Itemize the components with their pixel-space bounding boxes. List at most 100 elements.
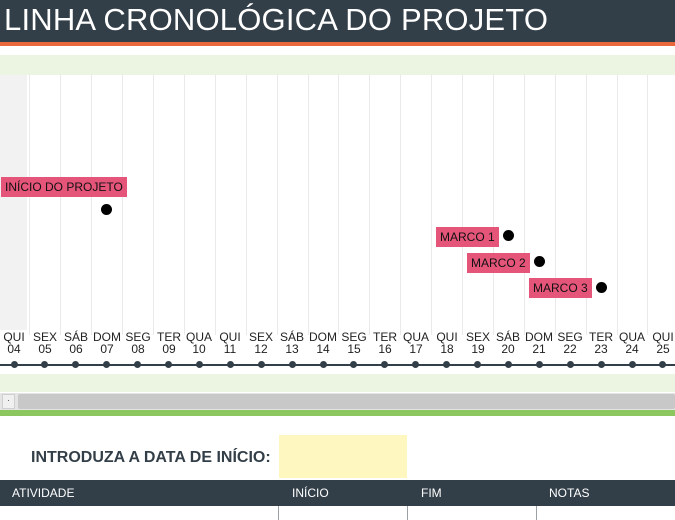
day-label: SEG 22 — [555, 331, 585, 355]
day-weekday: QUI — [219, 330, 241, 344]
green-divider — [0, 410, 675, 416]
day-label: SEG 15 — [339, 331, 369, 355]
day-gridline — [369, 75, 370, 335]
start-date-label: INTRODUZA A DATA DE INÍCIO: — [31, 449, 271, 466]
milestone-label[interactable]: MARCO 3 — [529, 278, 592, 298]
day-label: SEX 19 — [463, 331, 493, 355]
table-cell-divider — [407, 506, 408, 520]
title-bar: LINHA CRONOLÓGICA DO PROJETO — [0, 0, 675, 42]
start-date-input[interactable] — [279, 435, 407, 478]
day-date: 09 — [162, 342, 176, 356]
column-header-activity: ATIVIDADE — [12, 486, 75, 500]
day-date: 20 — [501, 342, 515, 356]
milestone-label[interactable]: MARCO 1 — [436, 227, 499, 247]
day-weekday: DOM — [309, 330, 337, 344]
day-weekday: SEX — [248, 330, 273, 344]
milestone-marker — [503, 230, 514, 241]
day-tick — [536, 361, 543, 368]
day-label: QUI 04 — [0, 331, 29, 355]
day-date: 07 — [100, 342, 114, 356]
day-gridline — [246, 75, 247, 335]
day-label: QUA 17 — [401, 331, 431, 355]
column-header-notes: NOTAS — [549, 486, 590, 500]
day-date: 13 — [285, 342, 299, 356]
day-tick — [11, 361, 18, 368]
day-label: SÁB 20 — [493, 331, 523, 355]
scroll-thumb[interactable] — [18, 394, 675, 409]
day-label: SEX 12 — [246, 331, 276, 355]
day-tick — [443, 361, 450, 368]
day-weekday: SEX — [32, 330, 57, 344]
day-date: 06 — [69, 342, 83, 356]
day-gridline — [462, 75, 463, 335]
milestone-label[interactable]: INÍCIO DO PROJETO — [1, 177, 127, 197]
day-weekday: QUI — [3, 330, 25, 344]
day-gridline — [153, 75, 154, 335]
table-cell-divider — [278, 506, 279, 520]
day-tick — [227, 361, 234, 368]
day-weekday: SÁB — [495, 330, 520, 344]
day-label: SEX 05 — [30, 331, 60, 355]
day-tick — [629, 361, 636, 368]
day-date: 04 — [7, 342, 21, 356]
day-gridline — [122, 75, 123, 335]
day-tick — [41, 361, 48, 368]
day-gridline — [29, 75, 30, 335]
day-tick — [289, 361, 296, 368]
day-tick — [350, 361, 357, 368]
day-date: 19 — [471, 342, 485, 356]
activity-table-header: ATIVIDADE INÍCIO FIM NOTAS — [0, 480, 675, 506]
day-weekday: SÁB — [63, 330, 88, 344]
day-gridline — [524, 75, 525, 335]
day-date: 18 — [440, 342, 454, 356]
day-gridline — [60, 75, 61, 335]
milestone-label[interactable]: MARCO 2 — [467, 253, 530, 273]
day-label: SÁB 13 — [277, 331, 307, 355]
milestone-marker — [596, 282, 607, 293]
day-weekday: SEX — [465, 330, 490, 344]
title-underline — [0, 42, 675, 46]
scroll-left-button[interactable]: · — [2, 394, 15, 409]
day-tick — [659, 361, 666, 368]
day-weekday: DOM — [525, 330, 553, 344]
table-row[interactable] — [0, 506, 675, 520]
day-weekday: QUA — [185, 330, 212, 344]
table-cell-divider — [536, 506, 537, 520]
day-weekday: SÁB — [279, 330, 304, 344]
day-weekday: TER — [373, 330, 397, 344]
day-gridline — [338, 75, 339, 335]
day-date: 23 — [594, 342, 608, 356]
day-gridline — [184, 75, 185, 335]
day-label: SEG 08 — [123, 331, 153, 355]
day-gridline — [91, 75, 92, 335]
day-tick — [505, 361, 512, 368]
day-label: TER 16 — [370, 331, 400, 355]
day-date: 15 — [347, 342, 361, 356]
day-weekday: QUI — [652, 330, 674, 344]
day-weekday: TER — [589, 330, 613, 344]
day-date: 17 — [409, 342, 423, 356]
day-weekday: TER — [157, 330, 181, 344]
day-date: 05 — [38, 342, 52, 356]
day-date: 25 — [656, 342, 670, 356]
day-gridline — [647, 75, 648, 335]
day-date: 24 — [625, 342, 639, 356]
day-tick — [381, 361, 388, 368]
timeline-top-band — [0, 55, 675, 75]
timeline-bottom-band — [0, 374, 675, 392]
day-tick — [412, 361, 419, 368]
day-weekday: SEG — [557, 330, 583, 344]
day-gridline — [431, 75, 432, 335]
horizontal-scrollbar[interactable]: · — [0, 393, 675, 410]
day-label: QUI 11 — [215, 331, 245, 355]
day-label: QUI 18 — [432, 331, 462, 355]
day-tick — [72, 361, 79, 368]
day-gridline — [215, 75, 216, 335]
day-weekday: QUA — [402, 330, 429, 344]
day-date: 22 — [563, 342, 577, 356]
day-date: 08 — [131, 342, 145, 356]
day-weekday: SEG — [125, 330, 151, 344]
column-header-start: INÍCIO — [292, 486, 329, 500]
day-label: TER 23 — [586, 331, 616, 355]
timeline-axis — [0, 364, 675, 366]
